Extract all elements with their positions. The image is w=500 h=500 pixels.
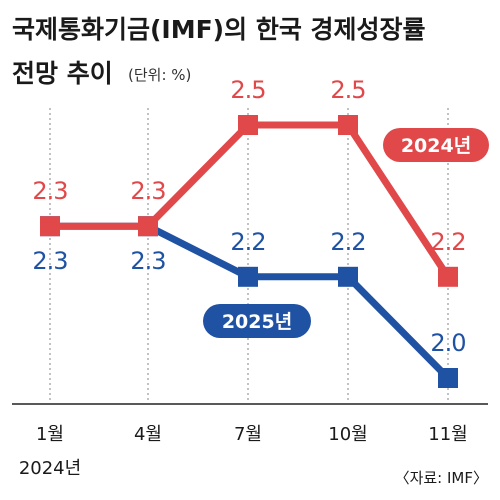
x-tick-label-1: 4월 — [134, 424, 162, 445]
x-tick-label-0: 1월 — [36, 424, 64, 445]
point-2024-3 — [338, 115, 358, 135]
point-2024-1 — [138, 216, 158, 237]
x-axis: 1월 4월 7월 10월 11월 2024년 — [12, 403, 488, 479]
chart-title-line2: 전망 추이 — [12, 59, 113, 88]
value-label-2024-3: 2.5 — [330, 76, 365, 104]
value-label-2025-1: 2.3 — [130, 247, 165, 275]
series-layer — [40, 115, 458, 388]
value-label-2024-0: 2.3 — [32, 177, 67, 205]
unit-note: (단위: %) — [128, 66, 191, 84]
chart-title-line1: 국제통화기금(IMF)의 한국 경제성장률 — [12, 15, 426, 44]
point-2024-2 — [238, 115, 258, 135]
point-2025-4 — [438, 368, 458, 388]
point-2025-2 — [238, 266, 258, 287]
legend-label-2025: 2025년 — [222, 311, 292, 333]
value-labels: 2.3 2.3 2.5 2.5 2.2 2.3 2.3 2.2 2.2 2.0 — [32, 76, 466, 357]
legend-label-2024: 2024년 — [401, 135, 471, 157]
value-label-2025-4: 2.0 — [430, 329, 465, 357]
x-tick-label-4: 11월 — [428, 424, 467, 445]
x-tick-label-2: 7월 — [234, 424, 262, 445]
value-label-2025-0: 2.3 — [32, 247, 67, 275]
source-note: 〈자료: IMF〉 — [395, 469, 488, 487]
value-label-2024-4: 2.2 — [430, 228, 465, 256]
gridlines — [49, 108, 449, 402]
x-tick-year-note: 2024년 — [19, 458, 81, 479]
value-label-2024-1: 2.3 — [130, 177, 165, 205]
legend-badge-2025 — [203, 304, 311, 338]
value-label-2024-2: 2.5 — [230, 76, 265, 104]
legend-badge-2024 — [383, 128, 489, 162]
value-label-2025-3: 2.2 — [330, 228, 365, 256]
point-2024-4 — [438, 266, 458, 287]
point-2024-0 — [40, 216, 60, 237]
point-2025-3 — [338, 266, 358, 287]
value-label-2025-2: 2.2 — [230, 228, 265, 256]
x-tick-label-3: 10월 — [328, 424, 367, 445]
legend-badges: 2024년 2025년 — [203, 128, 489, 338]
